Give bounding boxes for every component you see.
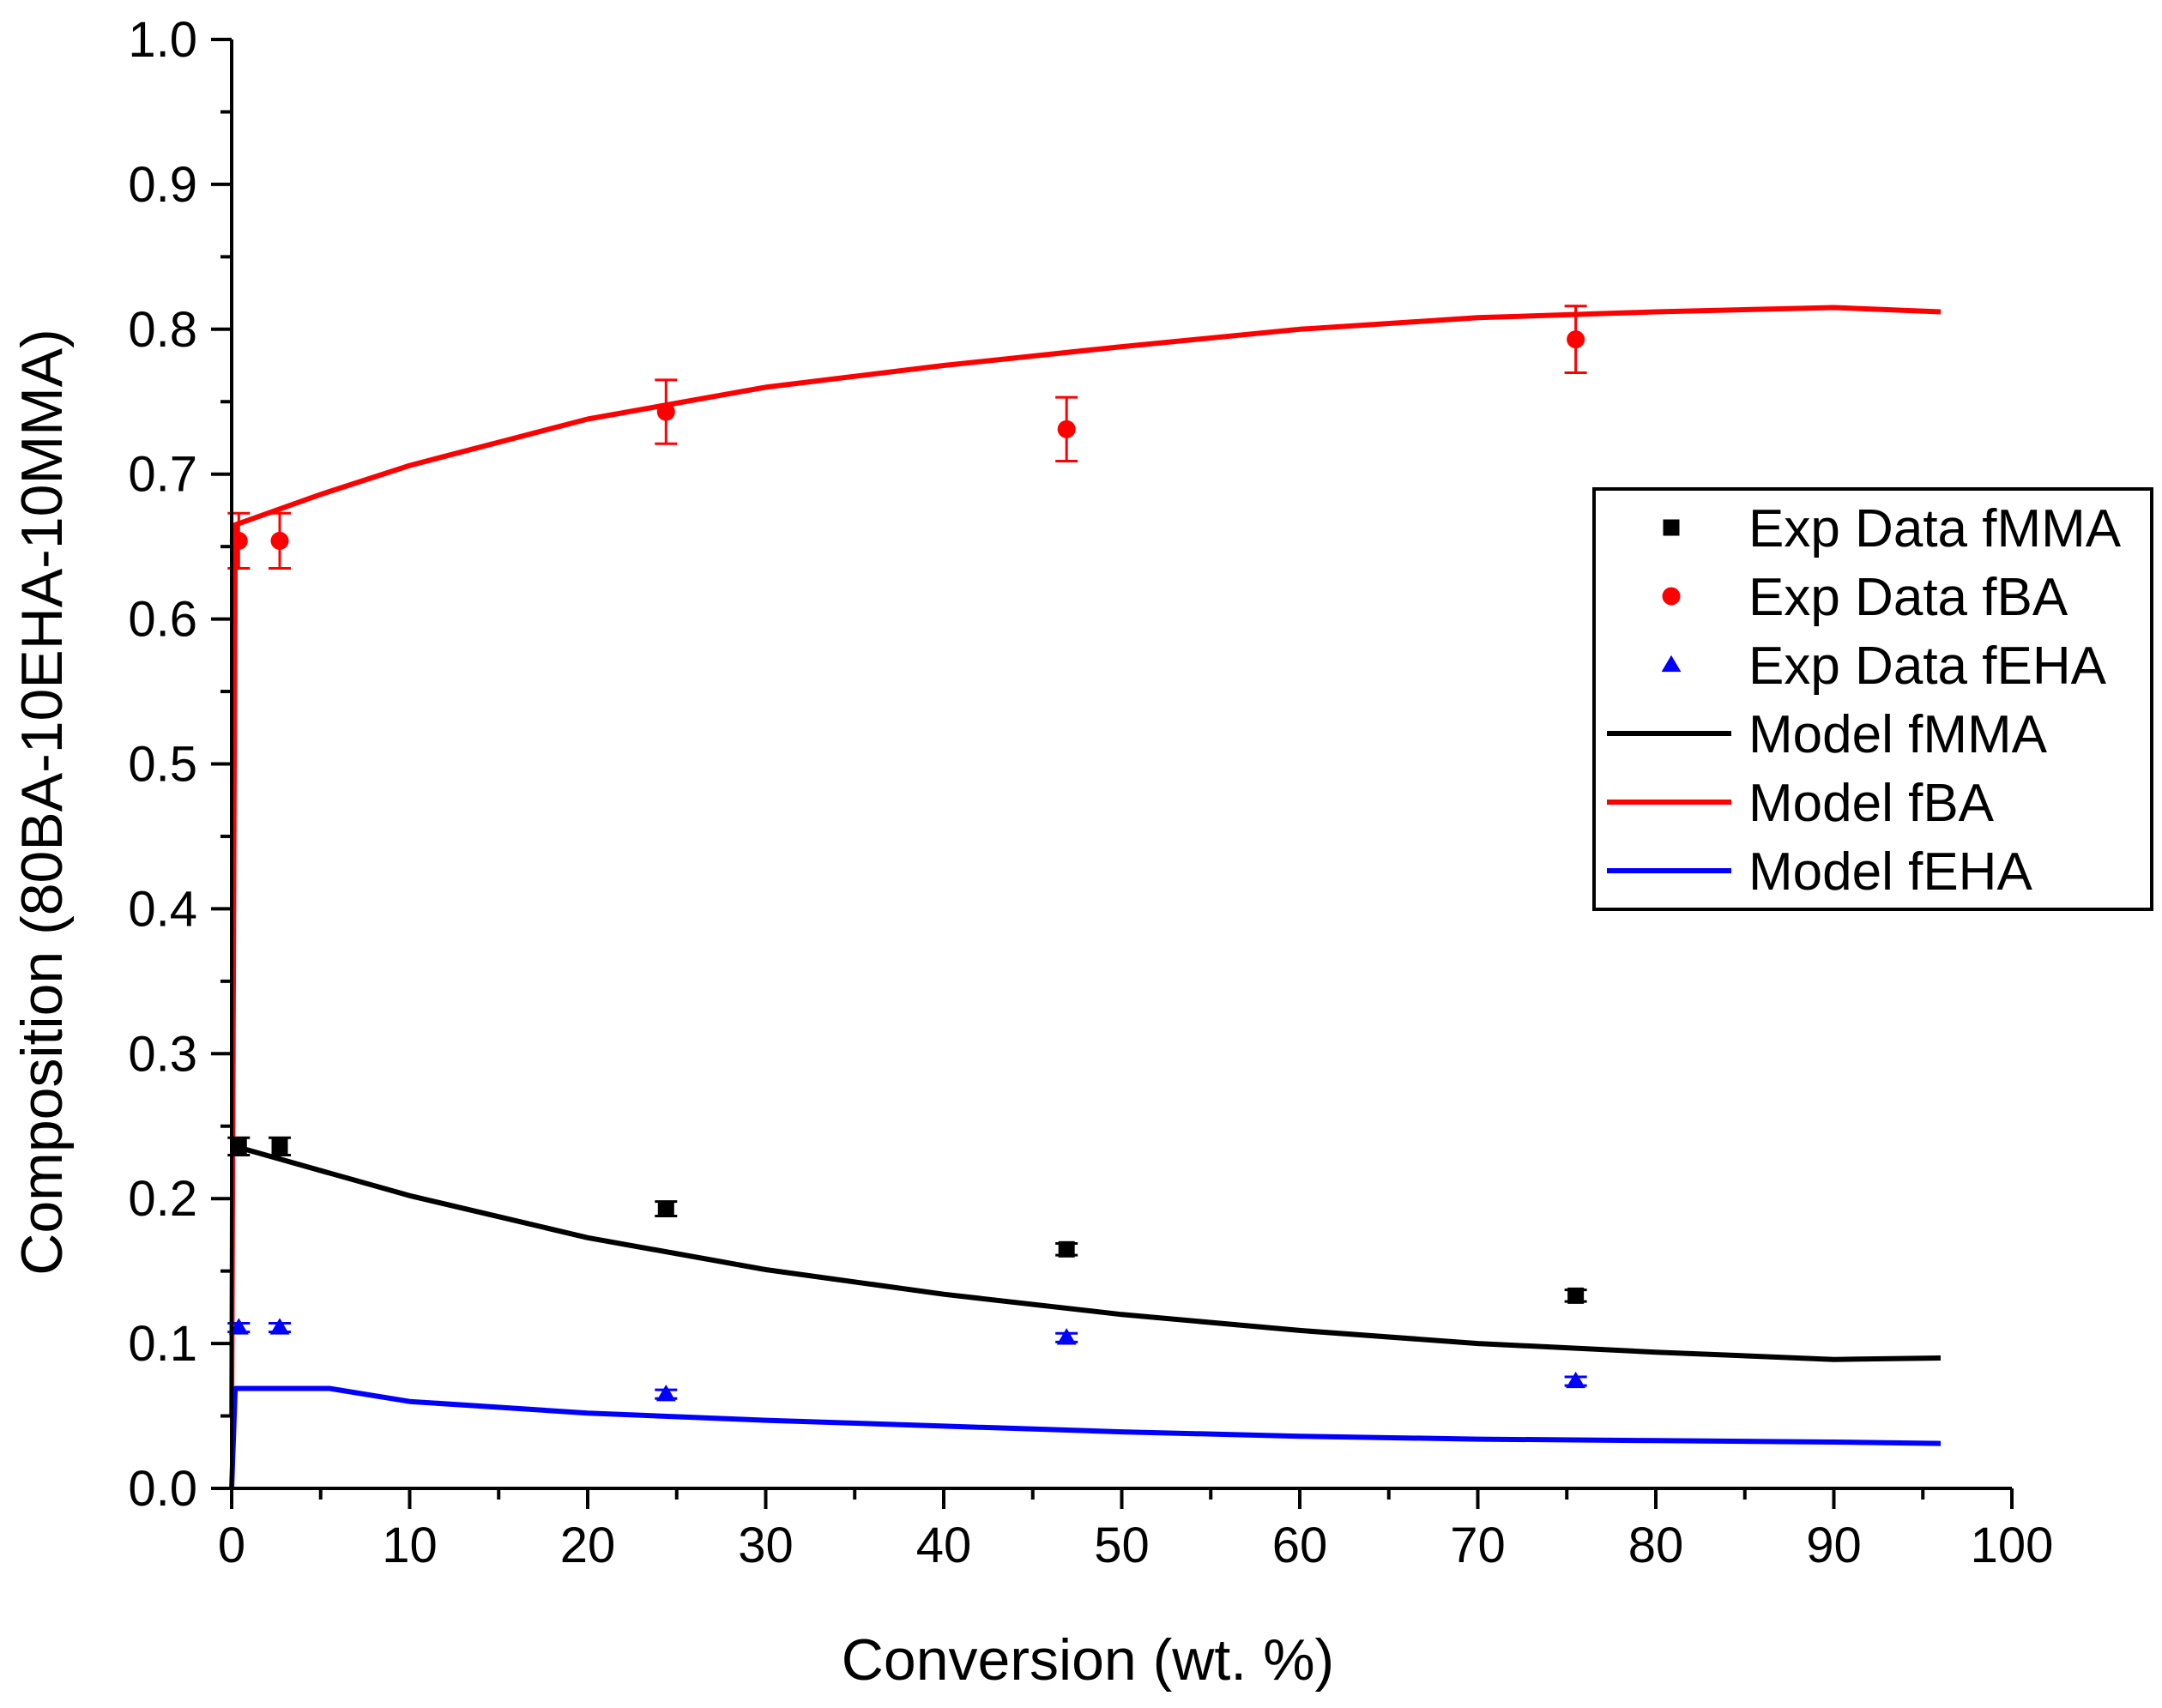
legend-label-model-fmma: Model fMMA [1748,705,2048,764]
x-tick-label: 80 [1628,1518,1684,1573]
point-exp-data-fmma [1567,1287,1585,1304]
point-exp-data-feha [269,1318,290,1335]
y-tick-label: 1.0 [128,12,197,68]
legend-swatch-exp-data-feha [1661,655,1682,673]
x-tick-label: 20 [560,1518,616,1573]
x-tick-label: 50 [1094,1518,1150,1573]
legend-label-exp-data-fmma: Exp Data fMMA [1748,499,2122,558]
point-exp-data-fmma [1058,1240,1075,1258]
point-exp-data-feha [1056,1328,1077,1345]
series-model-fba [229,305,1942,1416]
y-tick-label: 0.5 [128,737,197,793]
legend-label-exp-data-feha: Exp Data fEHA [1748,637,2107,696]
x-axis-label: Conversion (wt. %) [842,1627,1334,1693]
legend: Exp Data fMMA Exp Data fBA Exp Data fEHA Mo… [1592,487,2153,911]
legend-label-model-fba: Model fBA [1748,774,1995,833]
point-exp-data-fba [1057,419,1076,438]
y-tick-label: 0.9 [128,157,197,213]
x-tick-label: 40 [916,1518,972,1573]
legend-swatch-exp-data-fba [1662,587,1681,606]
point-exp-data-fmma [230,1138,247,1155]
legend-swatch-exp-data-fmma [1663,519,1680,536]
x-tick-label: 10 [382,1518,438,1573]
x-tick-label: 60 [1272,1518,1328,1573]
y-tick-label: 0.0 [128,1461,197,1517]
y-tick-label: 0.2 [128,1171,197,1227]
plot-lines [229,305,1942,1489]
point-exp-data-fmma [657,1200,674,1217]
legend-label-exp-data-fba: Exp Data fBA [1748,568,2068,627]
legend-label-model-feha: Model fEHA [1748,842,2032,902]
y-tick-label: 0.3 [128,1026,197,1082]
y-tick-label: 0.4 [128,881,197,937]
point-exp-data-fba [229,531,248,550]
legend-box [1592,487,2153,911]
point-exp-data-fba [656,402,675,421]
plot-points [227,305,1587,1402]
series-model-feha [229,1385,1942,1489]
point-exp-data-feha [1566,1371,1586,1389]
y-tick-label: 0.1 [128,1316,197,1372]
x-tick-label: 30 [738,1518,794,1573]
x-tick-label: 0 [218,1518,245,1573]
point-exp-data-feha [228,1318,249,1335]
axes: 0 10 20 30 40 50 60 70 80 90 100 0.0 0.1 0.2 0.3 0.4 0.5… [128,12,2053,1573]
y-axis-label: Composition (80BA-10EHA-10MMA) [9,329,75,1276]
y-tick-label: 0.8 [128,302,197,358]
point-exp-data-fba [270,531,289,550]
x-tick-label: 90 [1806,1518,1862,1573]
x-tick-label: 70 [1450,1518,1506,1573]
point-exp-data-fmma [271,1138,288,1155]
y-tick-label: 0.6 [128,592,197,648]
point-exp-data-feha [655,1385,676,1402]
series-model-fmma [234,1144,1942,1362]
y-tick-label: 0.7 [128,447,197,503]
point-exp-data-fba [1567,330,1585,349]
x-tick-label: 100 [1971,1518,2054,1573]
